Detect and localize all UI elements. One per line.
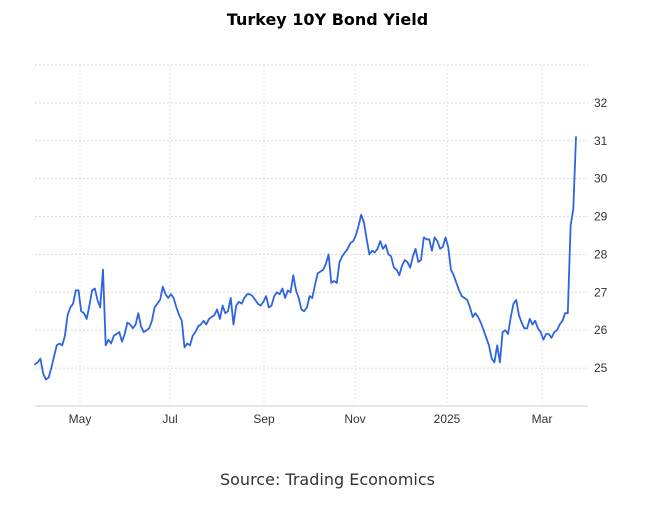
y-tick-label: 30: [594, 172, 608, 186]
y-tick-label: 28: [594, 247, 608, 261]
x-tick-label: Jul: [162, 412, 177, 426]
y-tick-label: 31: [594, 134, 608, 148]
x-tick-label: May: [69, 412, 92, 426]
source-note: Source: Trading Economics: [219, 470, 435, 489]
x-tick-label: Sep: [253, 412, 275, 426]
y-tick-label: 27: [594, 285, 608, 299]
y-tick-label: 29: [594, 210, 608, 224]
y-tick-label: 26: [594, 323, 608, 337]
y-tick-label: 25: [594, 361, 608, 375]
x-tick-label: Mar: [532, 412, 553, 426]
chart-title: Turkey 10Y Bond Yield: [226, 10, 429, 29]
x-tick-label: Nov: [344, 412, 365, 426]
x-tick-label: 2025: [434, 412, 461, 426]
y-tick-label: 32: [594, 96, 608, 110]
series-line: [34, 136, 577, 381]
